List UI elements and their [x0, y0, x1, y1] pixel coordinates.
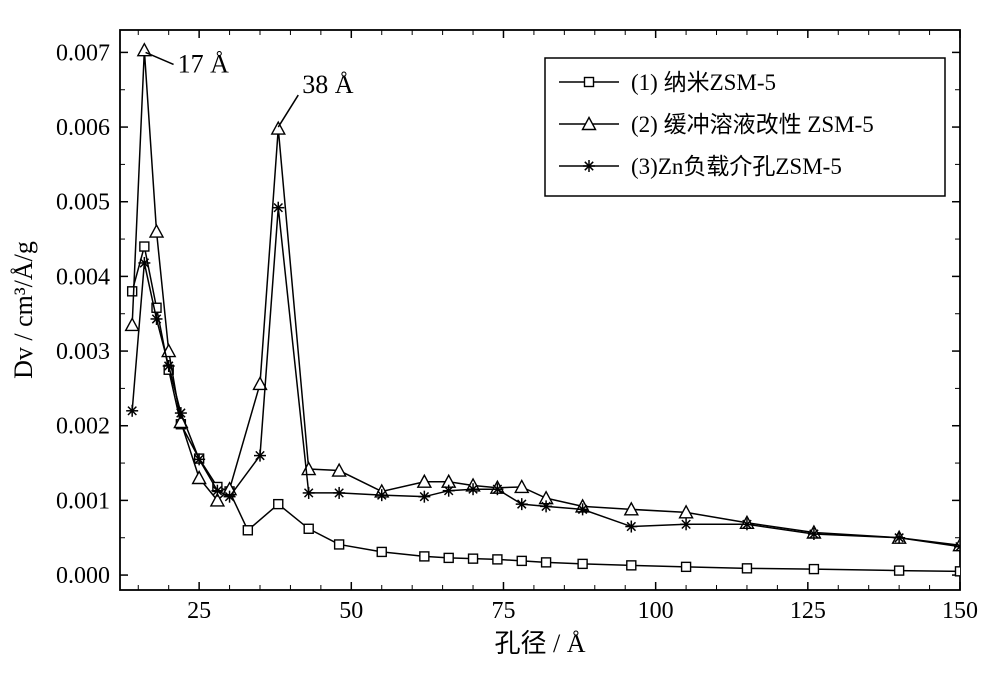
svg-text:125: 125: [790, 598, 826, 624]
svg-text:0.000: 0.000: [56, 563, 110, 589]
line-chart: 25 50 75 100 125 150 孔径 / Å 0.000 0.001 0.002 0.00…: [0, 0, 1000, 677]
svg-text:50: 50: [339, 598, 363, 624]
legend-label-s3: (3)Zn负载介孔ZSM-5: [631, 154, 842, 179]
annotation-17A: 17 Å: [146, 49, 230, 78]
svg-text:25: 25: [187, 598, 211, 624]
svg-text:0.006: 0.006: [56, 115, 110, 141]
y-axis-label: Dv / cm³/Å/g: [9, 241, 38, 379]
svg-text:0.002: 0.002: [56, 414, 110, 440]
svg-text:38 Å: 38 Å: [302, 70, 354, 99]
svg-text:0.005: 0.005: [56, 190, 110, 216]
svg-text:0.003: 0.003: [56, 339, 110, 365]
legend: (1) 纳米ZSM-5 (2) 缓冲溶液改性 ZSM-5 (3)Zn负载介孔ZSM-…: [545, 58, 945, 196]
chart-container: 25 50 75 100 125 150 孔径 / Å 0.000 0.001 0.002 0.00…: [0, 0, 1000, 677]
svg-text:100: 100: [638, 598, 674, 624]
svg-text:0.001: 0.001: [56, 488, 110, 514]
svg-text:0.004: 0.004: [56, 264, 110, 290]
svg-text:75: 75: [491, 598, 515, 624]
svg-text:17 Å: 17 Å: [178, 49, 230, 78]
svg-text:0.007: 0.007: [56, 40, 110, 66]
svg-text:150: 150: [942, 598, 978, 624]
x-axis-label: 孔径 / Å: [494, 629, 585, 658]
legend-label-s1: (1) 纳米ZSM-5: [631, 70, 776, 95]
annotation-38A: 38 Å: [278, 70, 354, 127]
legend-label-s2: (2) 缓冲溶液改性 ZSM-5: [631, 112, 874, 137]
